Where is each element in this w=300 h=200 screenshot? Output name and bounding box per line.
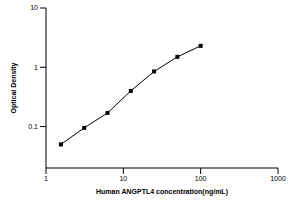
svg-text:0.1: 0.1	[28, 123, 38, 130]
svg-text:100: 100	[195, 175, 207, 182]
svg-text:Human ANGPTL4 concentration(ng: Human ANGPTL4 concentration(ng/mL)	[96, 188, 228, 196]
svg-text:1000: 1000	[270, 175, 286, 182]
svg-text:1: 1	[44, 175, 48, 182]
svg-text:Optical Density: Optical Density	[10, 62, 18, 113]
svg-text:10: 10	[119, 175, 127, 182]
svg-text:10: 10	[30, 4, 38, 11]
svg-text:1: 1	[34, 64, 38, 71]
